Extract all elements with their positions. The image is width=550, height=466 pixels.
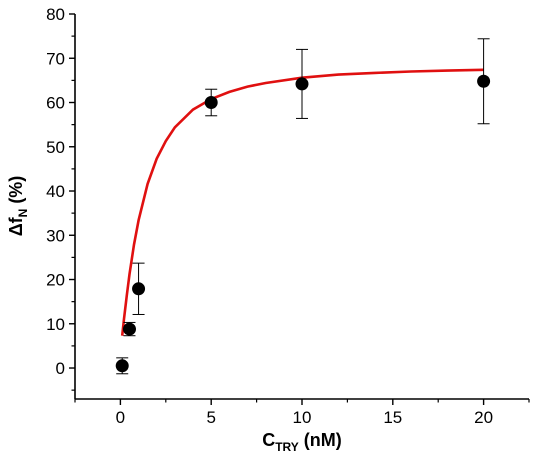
data-point (295, 77, 309, 91)
y-tick-label: 40 (46, 182, 65, 201)
x-tick-label: 10 (293, 408, 312, 427)
y-axis-label: ΔfN (%) (6, 176, 30, 237)
x-tick-label: 5 (206, 408, 215, 427)
data-point (115, 359, 129, 373)
y-tick-label: 30 (46, 226, 65, 245)
fit-curve (120, 68, 484, 336)
x-axis-label: CTRY (nM) (262, 430, 342, 454)
x-ticks: 0 5 10 15 20 (74, 399, 530, 427)
x-tick-label: 15 (383, 408, 402, 427)
y-tick-label: 50 (46, 138, 65, 157)
y-ticks: 0 10 20 30 40 50 60 70 80 (46, 5, 75, 391)
y-tick-label: 20 (46, 271, 65, 290)
y-tick-label: 70 (46, 49, 65, 68)
data-point (132, 282, 146, 296)
y-tick-label: 80 (46, 5, 65, 24)
data-point (122, 322, 136, 336)
y-tick-label: 60 (46, 94, 65, 113)
y-tick-label: 10 (46, 315, 65, 334)
data-points-layer (115, 38, 491, 375)
x-tick-label: 0 (116, 408, 125, 427)
data-point (477, 74, 491, 88)
data-point (204, 96, 218, 110)
y-tick-label: 0 (56, 359, 65, 378)
fit-curve-layer (120, 68, 484, 336)
x-tick-label: 20 (474, 408, 493, 427)
